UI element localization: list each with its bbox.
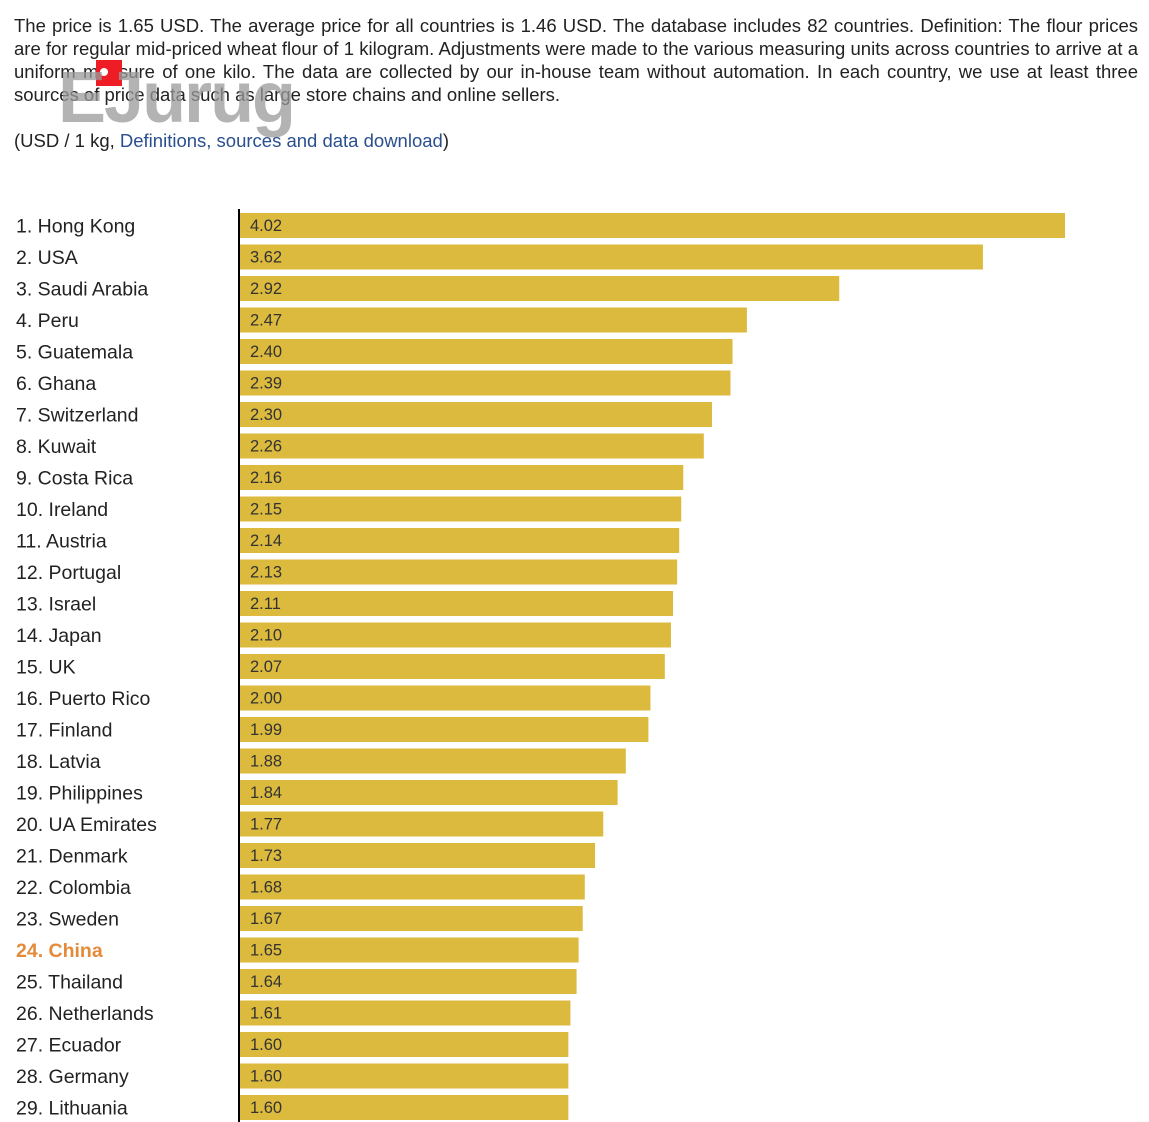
value-label: 1.99 xyxy=(250,721,282,739)
intro-paragraph: The price is 1.65 USD. The average price… xyxy=(14,15,1138,105)
value-label: 2.11 xyxy=(250,595,281,613)
value-label: 2.10 xyxy=(250,627,282,645)
units-suffix: ) xyxy=(442,130,449,151)
category-label: 10. Ireland xyxy=(16,499,108,521)
category-label: 13. Israel xyxy=(16,594,96,616)
category-label: 5. Guatemala xyxy=(16,342,133,364)
bar xyxy=(240,748,626,774)
category-label: 22. Colombia xyxy=(16,877,131,899)
category-label: 1. Hong Kong xyxy=(16,216,135,238)
units-prefix: (USD / 1 kg, xyxy=(14,130,120,151)
value-label: 2.00 xyxy=(250,690,282,708)
category-label: 9. Costa Rica xyxy=(16,468,133,490)
value-label: 2.07 xyxy=(250,658,282,676)
bar xyxy=(240,685,651,711)
category-label: 18. Latvia xyxy=(16,751,101,773)
bar xyxy=(240,1032,569,1057)
value-label: 2.13 xyxy=(250,564,282,582)
category-label: 8. Kuwait xyxy=(16,436,97,458)
bar xyxy=(240,244,983,270)
category-label: 12. Portugal xyxy=(16,562,121,584)
bar xyxy=(240,1000,571,1026)
category-label: 16. Puerto Rico xyxy=(16,688,151,710)
value-label: 1.77 xyxy=(250,816,282,834)
value-label: 2.16 xyxy=(250,469,282,487)
value-label: 1.64 xyxy=(250,973,282,991)
value-label: 2.40 xyxy=(250,343,282,361)
bar xyxy=(240,402,713,427)
bar xyxy=(240,1063,569,1089)
category-label: 7. Switzerland xyxy=(16,405,138,427)
value-label: 2.15 xyxy=(250,501,282,519)
category-label: 21. Denmark xyxy=(16,846,128,868)
category-label: 29. Lithuania xyxy=(16,1098,128,1120)
bar xyxy=(240,717,649,742)
bar xyxy=(240,780,618,805)
bar xyxy=(240,528,680,553)
value-label: 1.68 xyxy=(250,879,282,897)
category-label: 15. UK xyxy=(16,657,76,679)
units-line: (USD / 1 kg, Definitions, sources and da… xyxy=(14,129,449,152)
bar xyxy=(240,559,678,585)
bar xyxy=(240,969,577,994)
bar xyxy=(240,307,747,333)
category-label: 4. Peru xyxy=(16,310,79,332)
bar xyxy=(240,496,682,522)
value-label: 1.65 xyxy=(250,942,282,960)
category-label: 3. Saudi Arabia xyxy=(16,279,148,301)
bar xyxy=(240,276,840,301)
bar xyxy=(240,591,674,616)
value-label: 3.62 xyxy=(250,249,282,267)
category-label: 20. UA Emirates xyxy=(16,814,157,836)
category-label: 6. Ghana xyxy=(16,373,96,395)
bar xyxy=(240,465,684,490)
bar xyxy=(240,906,583,931)
bar xyxy=(240,937,579,963)
value-label: 1.84 xyxy=(250,784,282,802)
category-label: 26. Netherlands xyxy=(16,1003,154,1025)
value-label: 1.88 xyxy=(250,753,282,771)
value-label: 1.67 xyxy=(250,910,282,928)
value-label: 2.92 xyxy=(250,280,282,298)
value-label: 2.30 xyxy=(250,406,282,424)
value-label: 1.60 xyxy=(250,1068,282,1086)
value-label: 2.39 xyxy=(250,375,282,393)
definitions-link[interactable]: Definitions, sources and data download xyxy=(119,130,443,151)
chart-svg: 1. Hong Kong 4.02 2. USA 3.62 3. Saudi Arabi… xyxy=(16,209,1065,1122)
category-label: 25. Thailand xyxy=(16,972,123,994)
value-label: 1.73 xyxy=(250,847,282,865)
bar xyxy=(240,433,704,459)
category-label: 24. China xyxy=(16,940,103,962)
bar xyxy=(240,654,665,679)
bar xyxy=(240,1095,569,1120)
category-label: 2. USA xyxy=(16,247,78,269)
value-label: 2.14 xyxy=(250,532,282,550)
value-label: 1.60 xyxy=(250,1036,282,1054)
bar xyxy=(240,843,596,868)
value-label: 1.60 xyxy=(250,1099,282,1117)
bar xyxy=(240,370,731,396)
category-label: 27. Ecuador xyxy=(16,1035,122,1057)
bar xyxy=(240,874,585,900)
category-label: 19. Philippines xyxy=(16,783,143,805)
bar xyxy=(240,339,733,364)
value-label: 2.47 xyxy=(250,312,282,330)
value-label: 2.26 xyxy=(250,438,282,456)
category-label: 28. Germany xyxy=(16,1066,129,1088)
category-label: 17. Finland xyxy=(16,720,112,742)
category-label: 23. Sweden xyxy=(16,909,119,931)
bar xyxy=(240,811,604,837)
bar xyxy=(240,213,1065,238)
price-bar-chart: 1. Hong Kong 4.02 2. USA 3.62 3. Saudi Arabi… xyxy=(0,205,1149,1122)
value-label: 1.61 xyxy=(250,1005,282,1023)
value-label: 4.02 xyxy=(250,217,282,235)
bar xyxy=(240,622,671,648)
category-label: 14. Japan xyxy=(16,625,102,647)
category-label: 11. Austria xyxy=(16,531,107,553)
